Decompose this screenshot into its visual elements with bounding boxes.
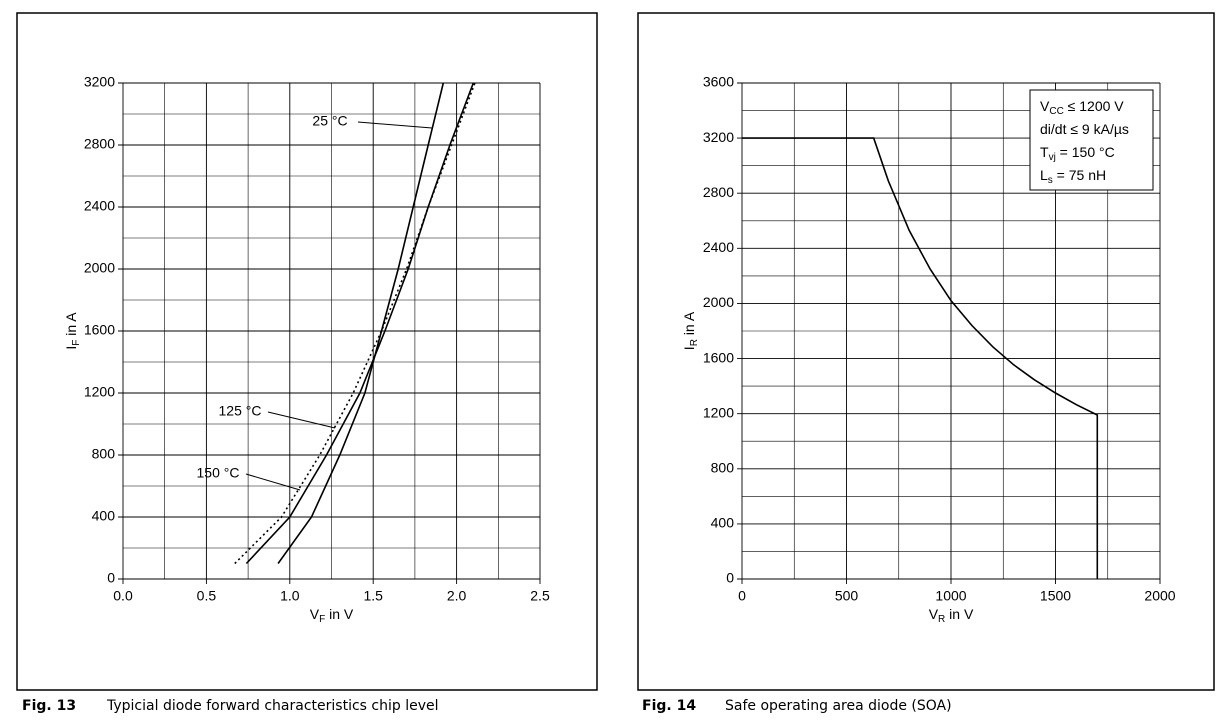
chart-frame: [637, 12, 1215, 691]
x-tick-label: 1500: [1040, 588, 1071, 604]
curve: [277, 82, 445, 564]
curve: [245, 82, 475, 565]
text-part: ≤ 1200 V: [1064, 98, 1124, 114]
note: Ls = 75 nH: [1040, 167, 1106, 186]
text-part: L: [1040, 167, 1048, 183]
y-tick-label: 1200: [703, 404, 734, 420]
text-part: I: [63, 346, 79, 350]
text-part: V: [1040, 98, 1050, 114]
text-part: V: [929, 606, 939, 622]
annotation-leader: [245, 473, 301, 491]
figure-number: Fig. 14: [642, 698, 696, 714]
y-tick-label: 800: [711, 459, 735, 475]
y-tick-label: 0: [107, 570, 115, 586]
y-tick-label: 2800: [703, 184, 734, 200]
y-tick-label: 3200: [703, 129, 734, 145]
annotation-leader: [357, 121, 433, 129]
figure-caption: Safe operating area diode (SOA): [725, 698, 952, 714]
x-tick-label: 0.5: [197, 588, 217, 604]
y-tick-label: 1200: [84, 384, 115, 400]
y-axis-label: IR in A: [681, 311, 700, 350]
x-tick-label: 0: [738, 588, 746, 604]
chart-frame: [16, 12, 598, 691]
y-tick-label: 0: [726, 570, 734, 586]
subscript: R: [689, 339, 700, 346]
x-tick-label: 2000: [1144, 588, 1175, 604]
annotation-leader: [267, 411, 336, 429]
y-tick-label: 2400: [703, 239, 734, 255]
curve: [742, 137, 1099, 579]
y-tick-label: 400: [92, 508, 116, 524]
text-part: I: [681, 346, 697, 350]
text-part: T: [1040, 144, 1049, 160]
series-label: 125 °C: [219, 403, 262, 419]
y-tick-label: 2800: [84, 136, 115, 152]
y-axis-label: IF in A: [63, 312, 82, 350]
notes-box: [1029, 89, 1154, 191]
y-tick-label: 2000: [703, 294, 734, 310]
text-part: in A: [63, 312, 79, 340]
x-axis-label: VR in V: [929, 606, 974, 625]
series-label: 150 °C: [197, 465, 240, 481]
curve: [234, 82, 476, 565]
note: Tvj = 150 °C: [1040, 144, 1115, 163]
text-part: in V: [945, 606, 974, 622]
figure-caption: Typicial diode forward characteristics c…: [106, 698, 439, 714]
figure-number: Fig. 13: [22, 698, 76, 714]
y-tick-label: 2000: [84, 260, 115, 276]
subscript: R: [938, 614, 945, 625]
subscript: F: [319, 614, 325, 625]
x-tick-label: 0.0: [113, 588, 133, 604]
text-part: di/dt ≤ 9 kA/µs: [1040, 121, 1129, 137]
x-tick-label: 2.0: [447, 588, 467, 604]
note: VCC ≤ 1200 V: [1040, 98, 1124, 117]
x-tick-label: 2.5: [530, 588, 550, 604]
text-part: V: [310, 606, 320, 622]
y-tick-label: 2400: [84, 198, 115, 214]
text-part: = 150 °C: [1056, 144, 1115, 160]
y-tick-label: 3600: [703, 74, 734, 90]
note: di/dt ≤ 9 kA/µs: [1040, 121, 1129, 137]
y-tick-label: 400: [711, 515, 735, 531]
x-tick-label: 1000: [935, 588, 966, 604]
x-tick-label: 1.5: [363, 588, 383, 604]
text-part: in A: [681, 311, 697, 339]
x-tick-label: 500: [835, 588, 859, 604]
text-part: in V: [325, 606, 354, 622]
text-part: = 75 nH: [1053, 167, 1106, 183]
subscript: s: [1048, 175, 1053, 186]
y-tick-label: 1600: [84, 322, 115, 338]
x-tick-label: 1.0: [280, 588, 300, 604]
y-tick-label: 3200: [84, 74, 115, 90]
subscript: CC: [1049, 106, 1063, 117]
x-axis-label: VF in V: [310, 606, 354, 625]
subscript: F: [71, 340, 82, 346]
y-tick-label: 800: [92, 446, 116, 462]
series-label: 25 °C: [312, 113, 347, 129]
subscript: vj: [1049, 152, 1056, 163]
y-tick-label: 1600: [703, 349, 734, 365]
